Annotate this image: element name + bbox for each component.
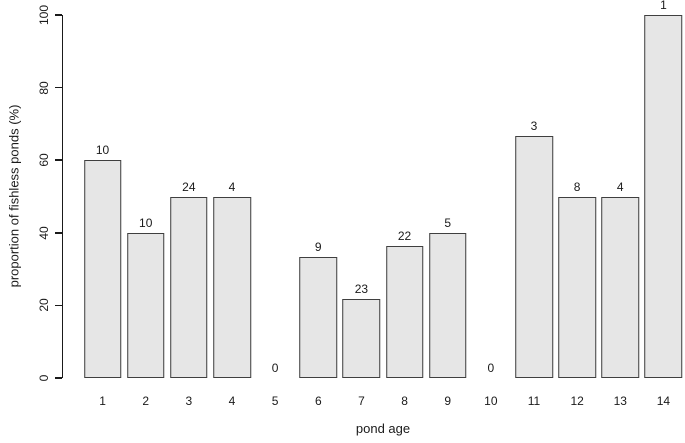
bar xyxy=(299,257,338,378)
x-tick-label: 8 xyxy=(401,394,408,408)
bar-count-label: 3 xyxy=(530,118,538,133)
plot-area: 10 10 24 4 0 9 23 22 5 0 3 8 4 1 xyxy=(81,0,685,378)
y-tick-mark xyxy=(55,86,62,89)
bar xyxy=(644,15,683,378)
bar-slot: 8 xyxy=(556,15,599,378)
y-tick-mark xyxy=(55,232,62,234)
bar-count-label: 24 xyxy=(182,179,196,194)
bar xyxy=(170,196,208,378)
x-tick-label: 13 xyxy=(613,394,627,408)
x-tick-label: 3 xyxy=(185,394,193,408)
bar-count-label: 22 xyxy=(397,228,412,243)
bar-count-label: 1 xyxy=(660,0,667,12)
bar xyxy=(558,196,596,378)
bar-slot: 10 xyxy=(81,15,124,378)
x-axis-title: pond age xyxy=(355,421,411,436)
bar-slot: 9 xyxy=(297,15,340,378)
y-tick-mark xyxy=(55,377,62,379)
y-axis-line xyxy=(62,15,63,378)
x-tick-label: 6 xyxy=(314,394,322,408)
y-tick-mark xyxy=(55,304,62,307)
y-tick-label: 60 xyxy=(37,153,51,167)
bar-slot: 10 xyxy=(124,15,167,378)
bar-count-label: 23 xyxy=(354,282,369,297)
bar xyxy=(428,232,467,378)
x-tick-label: 9 xyxy=(444,394,452,408)
bar-slot: 0 xyxy=(469,15,512,378)
bar xyxy=(342,299,381,378)
y-tick-label: 40 xyxy=(37,226,51,240)
bar-slot: 24 xyxy=(167,15,210,378)
bar xyxy=(515,135,553,378)
y-tick-label: 80 xyxy=(37,80,51,95)
bar xyxy=(601,196,640,378)
bar-slot: 23 xyxy=(340,15,383,378)
bar-slot: 1 xyxy=(642,0,685,378)
bar-slot: 22 xyxy=(383,15,426,378)
y-tick-label: 100 xyxy=(37,4,51,26)
x-tick-label: 10 xyxy=(484,394,498,408)
bar xyxy=(83,160,122,378)
y-tick-label: 20 xyxy=(37,298,51,313)
x-tick-label: 2 xyxy=(142,394,150,408)
bar-count-label: 10 xyxy=(95,143,110,158)
bar xyxy=(126,232,165,378)
bar xyxy=(213,196,251,378)
bar-count-label: 0 xyxy=(271,361,279,375)
bar-count-label: 4 xyxy=(616,179,624,194)
bar-slot: 0 xyxy=(254,15,297,378)
bar-count-label: 10 xyxy=(139,215,153,230)
bar-slot: 4 xyxy=(599,15,642,378)
x-tick-label: 14 xyxy=(656,394,671,408)
bar-count-label: 0 xyxy=(487,361,495,375)
bar-count-label: 5 xyxy=(444,215,452,230)
bar-slot: 5 xyxy=(426,15,469,378)
bar xyxy=(385,245,424,378)
y-tick-mark xyxy=(55,14,62,16)
x-tick-label: 4 xyxy=(228,394,236,408)
y-axis-title: proportion of fishless ponds (%) xyxy=(6,104,22,288)
x-tick-label: 12 xyxy=(570,394,584,408)
x-tick-label: 5 xyxy=(271,394,279,408)
x-tick-label: 11 xyxy=(527,394,541,408)
y-tick-mark xyxy=(55,159,62,161)
bar-count-label: 8 xyxy=(573,179,581,194)
bar-slot: 4 xyxy=(210,15,253,378)
y-tick-label: 0 xyxy=(37,374,51,382)
bar-count-label: 4 xyxy=(228,179,236,194)
x-tick-label: 7 xyxy=(358,394,365,408)
bar-count-label: 9 xyxy=(314,240,322,255)
x-tick-label: 1 xyxy=(99,394,106,408)
bar-slot: 3 xyxy=(512,15,555,378)
